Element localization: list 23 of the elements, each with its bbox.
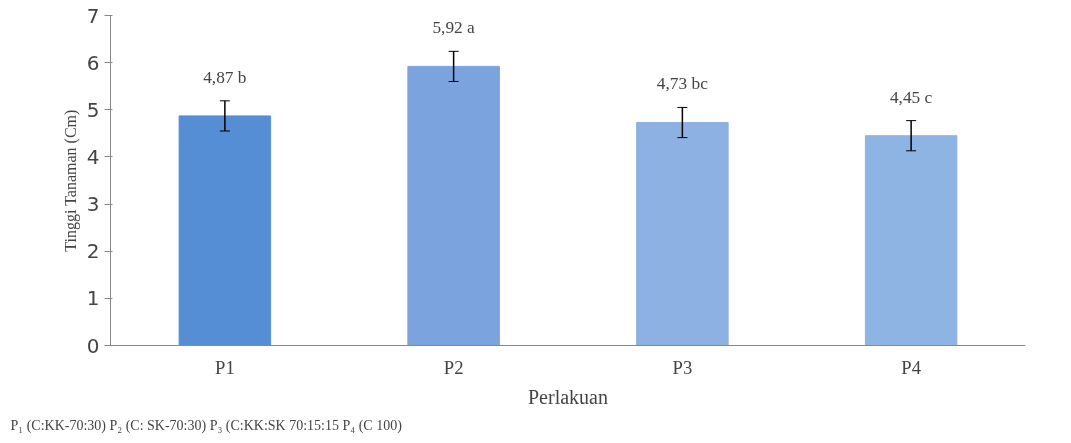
- y-tick-label: 3: [86, 192, 100, 217]
- data-label: 4,45 c: [889, 87, 933, 107]
- y-axis-title: Tinggi Tanaman (Cm): [61, 109, 80, 252]
- x-tick-label: P2: [443, 356, 464, 378]
- data-label: 5,92 a: [432, 18, 476, 38]
- y-tick-label: 2: [86, 239, 100, 264]
- x-tick-label: P4: [901, 356, 922, 378]
- y-tick-label: 1: [86, 286, 100, 311]
- bar: [636, 122, 729, 346]
- bar: [864, 135, 958, 346]
- bar: [178, 115, 272, 346]
- y-tick-label: 0: [86, 333, 100, 358]
- y-tick-label: 4: [86, 144, 100, 169]
- data-label: 4,73 bc: [656, 74, 709, 94]
- y-tick-label: 7: [86, 3, 100, 28]
- data-label: 4,87 b: [203, 67, 247, 87]
- bar: [407, 65, 500, 346]
- y-tick-label: 6: [86, 50, 100, 75]
- x-axis-title: Perlakuan: [528, 385, 608, 408]
- x-tick-label: P3: [672, 356, 693, 378]
- y-tick-label: 5: [86, 97, 100, 122]
- text: P₁ (C:KK-70:30) P₂ (C: SK-70:30) P₃ (C:KK:SK 70:15:15 P₄ (C 100): [10, 417, 403, 434]
- x-tick-label: P1: [215, 356, 235, 378]
